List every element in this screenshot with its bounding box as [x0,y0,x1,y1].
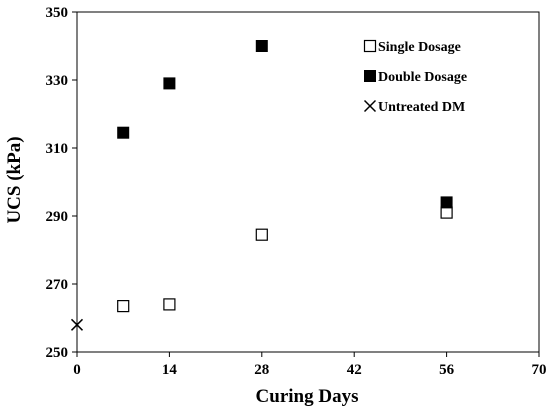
y-tick-label: 350 [46,5,69,21]
legend-label: Double Dosage [378,70,467,85]
series-untreated-dm [70,318,84,331]
point-single-dosage [163,298,176,311]
x-tick-label: 42 [347,362,362,378]
cross-stroke [363,99,377,113]
y-tick-label: 250 [46,345,69,361]
x-tick-label: 56 [439,362,455,378]
y-axis-title: UCS (kPa) [4,136,25,223]
legend-label: Untreated DM [378,100,465,115]
legend-item-untreated-dm: Untreated DM [363,99,465,115]
legend-label: Single Dosage [378,40,461,55]
point-double-dosage [163,77,176,90]
x-tick-label: 14 [162,362,178,378]
data-marks [70,40,453,331]
series-single-dosage [117,206,453,313]
point-double-dosage [255,40,268,52]
plot-frame [76,11,540,353]
point-untreated-dm [70,318,84,331]
x-axis-title: Curing Days [256,386,359,407]
axes [72,11,540,357]
point-double-dosage [440,196,453,209]
y-tick-label: 310 [46,141,69,157]
cross-stroke [70,318,84,331]
legend-item-single-dosage: Single Dosage [363,39,461,55]
series-double-dosage [117,40,453,209]
point-double-dosage [117,126,130,139]
x-tick-label: 28 [254,362,269,378]
y-tick-label: 330 [46,73,69,89]
legend: Single Dosage Double Dosage Untreated DM [363,39,467,115]
x-tick-label: 0 [73,362,81,378]
y-tick-label: 270 [46,277,69,293]
point-single-dosage [117,300,130,313]
legend-marker [363,39,377,53]
tick-labels: 0 14 28 42 56 70 250 270 290 310 330 350 [46,5,547,378]
point-single-dosage [440,206,453,219]
legend-item-double-dosage: Double Dosage [364,70,467,85]
y-tick-label: 290 [46,209,69,225]
point-single-dosage [255,228,268,241]
x-tick-label: 70 [532,362,547,378]
legend-marker [364,70,376,82]
legend-marker [363,99,377,113]
